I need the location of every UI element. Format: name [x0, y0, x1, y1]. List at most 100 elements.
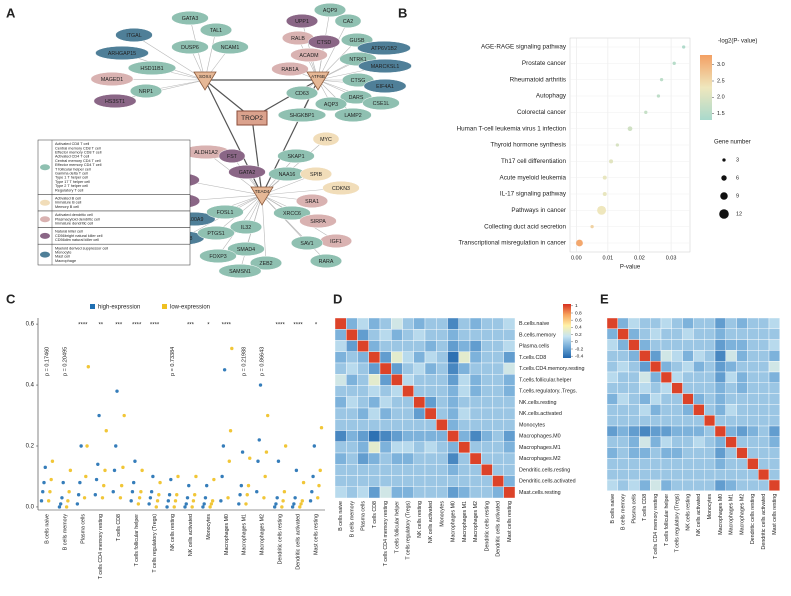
point	[318, 468, 322, 473]
point	[140, 468, 144, 473]
annotation: *	[315, 323, 318, 329]
heat-cell	[714, 458, 727, 470]
point	[192, 493, 197, 497]
y-tick-label: 0.2	[26, 444, 35, 450]
heat-cell	[693, 339, 705, 351]
annotation: p = 0.20495	[62, 347, 68, 376]
heat-cell	[639, 361, 651, 373]
heat-cell	[628, 479, 640, 492]
heat-cell	[346, 475, 358, 487]
heat-cell	[714, 436, 727, 448]
heat-cell	[736, 458, 748, 470]
heat-cell	[628, 469, 640, 481]
heat-cell	[436, 464, 448, 476]
size-legend-mark	[720, 192, 728, 200]
heat-cell	[628, 447, 640, 459]
heat-cell	[346, 317, 358, 330]
heat-cell	[736, 371, 748, 384]
heat-cell	[368, 329, 381, 341]
gene-node	[290, 235, 324, 251]
gene-label: PTGS1	[207, 231, 224, 237]
y-tick-label: Macrophages.M0	[519, 434, 561, 440]
heat-cell	[357, 340, 369, 352]
heat-cell	[747, 425, 759, 438]
x-axis-label: P-value	[620, 265, 641, 271]
center-label: TROP2	[241, 115, 263, 122]
point	[121, 465, 125, 470]
gene-label: RALB	[291, 36, 305, 42]
legend-text: CD56dim natural killer cell	[55, 238, 99, 242]
point	[274, 502, 278, 506]
heat-cell	[758, 328, 770, 340]
legend-swatch	[40, 216, 50, 223]
heat-cell	[357, 452, 369, 465]
heat-cell	[639, 404, 651, 416]
heat-cell	[492, 419, 504, 431]
heat-cell	[503, 340, 516, 352]
heat-cell	[413, 362, 426, 375]
point	[85, 444, 89, 448]
heat-cell	[768, 436, 781, 448]
point	[221, 444, 226, 448]
heat-cell	[458, 340, 471, 352]
x-tick-label: Macrophages M0	[718, 494, 724, 535]
heat-cell	[424, 351, 437, 364]
gene-node	[285, 85, 319, 101]
heat-cell	[736, 339, 748, 351]
heat-cell	[714, 328, 727, 340]
heat-cell	[402, 374, 414, 386]
heat-cell	[424, 396, 437, 409]
point	[157, 493, 161, 497]
point	[257, 438, 261, 442]
heat-cell	[492, 475, 504, 487]
point	[194, 474, 198, 479]
point	[201, 505, 205, 509]
annotation: ***	[187, 323, 195, 329]
gene-label: SRA1	[305, 199, 319, 205]
heat-cell	[693, 382, 705, 394]
gene-label: DUSP6	[181, 45, 199, 51]
heat-cell	[639, 458, 651, 470]
x-tick-label: Macrophages M1	[729, 494, 735, 535]
panel-label: C	[6, 291, 16, 306]
hub-node	[306, 71, 330, 91]
bubble	[602, 192, 607, 196]
y-tick-label: B.cells.naive	[519, 321, 549, 327]
heat-cell	[606, 447, 619, 459]
heat-cell	[424, 362, 437, 375]
heat-cell	[628, 350, 640, 362]
heat-cell	[650, 317, 662, 330]
point	[191, 499, 196, 503]
heat-cell	[682, 371, 694, 384]
heat-cell	[413, 351, 426, 364]
heat-cell	[379, 385, 392, 397]
heat-cell	[447, 430, 459, 442]
size-legend-mark	[721, 175, 727, 181]
heat-cell	[671, 371, 683, 384]
heat-cell	[469, 475, 482, 487]
x-tick-label: T cells CD8	[642, 494, 648, 521]
heat-cell	[768, 361, 781, 373]
heat-cell	[650, 328, 662, 340]
heat-cell	[379, 419, 392, 431]
heat-cell	[671, 328, 683, 340]
heat-cell	[391, 464, 403, 476]
heat-cell	[402, 351, 414, 364]
x-tick-label: Plasma cells	[631, 493, 637, 523]
heat-cell	[424, 317, 437, 330]
heat-cell	[758, 317, 770, 330]
heat-cell	[447, 452, 459, 465]
heat-cell	[704, 339, 716, 351]
point	[276, 459, 281, 463]
x-tick-label: T cells CD8	[372, 501, 378, 528]
gene-label: SPIB	[310, 172, 323, 178]
point	[203, 496, 208, 500]
heat-cell	[628, 328, 640, 340]
heat-cell	[628, 393, 640, 405]
edge	[133, 34, 206, 81]
colorbar-tick-label: 0	[575, 339, 578, 345]
heat-cell	[660, 317, 673, 330]
size-legend-label: 9	[736, 193, 739, 199]
heat-cell	[725, 382, 737, 394]
heat-cell	[447, 396, 459, 409]
